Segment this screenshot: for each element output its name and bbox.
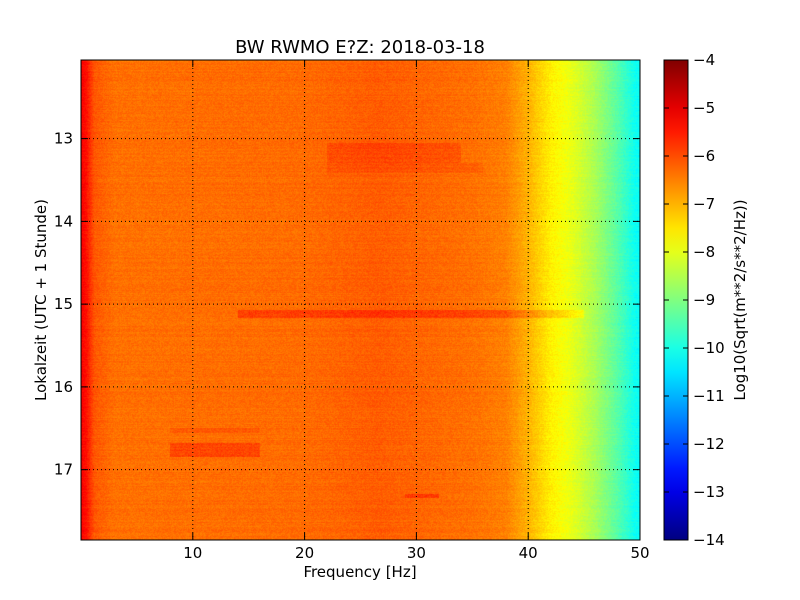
y-axis-label: Lokalzeit (UTC + 1 Stunde) bbox=[32, 199, 50, 401]
colorbar-tick-label: −14 bbox=[693, 531, 725, 549]
spectrogram-plot: 10 20 30 40 50 13 14 15 16 17 BW RWMO E?Z: 2018-… bbox=[32, 37, 650, 581]
colorbar-tick-label: −7 bbox=[693, 195, 715, 213]
y-tick-label: 14 bbox=[54, 212, 73, 230]
chart-title: BW RWMO E?Z: 2018-03-18 bbox=[235, 37, 485, 58]
x-tick-label: 10 bbox=[183, 544, 202, 562]
x-axis-ticks: 10 20 30 40 50 bbox=[183, 60, 650, 562]
x-tick-label: 40 bbox=[519, 544, 538, 562]
colorbar-tick-label: −10 bbox=[693, 339, 725, 357]
y-tick-label: 16 bbox=[54, 378, 73, 396]
plot-frame bbox=[80, 59, 641, 541]
y-tick-label: 13 bbox=[54, 130, 73, 148]
colorbar-tick-label: −5 bbox=[693, 99, 715, 117]
y-tick-label: 17 bbox=[54, 461, 73, 479]
colorbar-tick-label: −4 bbox=[693, 51, 715, 69]
colorbar-label: Log10(Sqrt(m**2/s**2/Hz)) bbox=[731, 199, 749, 400]
colorbar: −4 −5 −6 −7 −8 −9 −10 −11 −12 −13 −14 Log10(Sqrt(m… bbox=[663, 51, 749, 549]
x-tick-label: 20 bbox=[295, 544, 314, 562]
colorbar-tick-label: −8 bbox=[693, 243, 715, 261]
y-tick-label: 15 bbox=[54, 295, 73, 313]
colorbar-tick-label: −12 bbox=[693, 435, 725, 453]
x-axis-label: Frequency [Hz] bbox=[303, 563, 416, 581]
y-axis-ticks: 13 14 15 16 17 bbox=[54, 130, 640, 479]
colorbar-tick-label: −6 bbox=[693, 147, 715, 165]
colorbar-ticks: −4 −5 −6 −7 −8 −9 −10 −11 −12 −13 −14 bbox=[664, 51, 725, 549]
x-tick-label: 30 bbox=[407, 544, 426, 562]
x-tick-label: 50 bbox=[630, 544, 649, 562]
colorbar-tick-label: −11 bbox=[693, 387, 725, 405]
spectrogram-heatmap bbox=[81, 60, 640, 540]
grid-lines bbox=[81, 60, 640, 540]
colorbar-tick-label: −9 bbox=[693, 291, 715, 309]
colorbar-tick-label: −13 bbox=[693, 483, 725, 501]
